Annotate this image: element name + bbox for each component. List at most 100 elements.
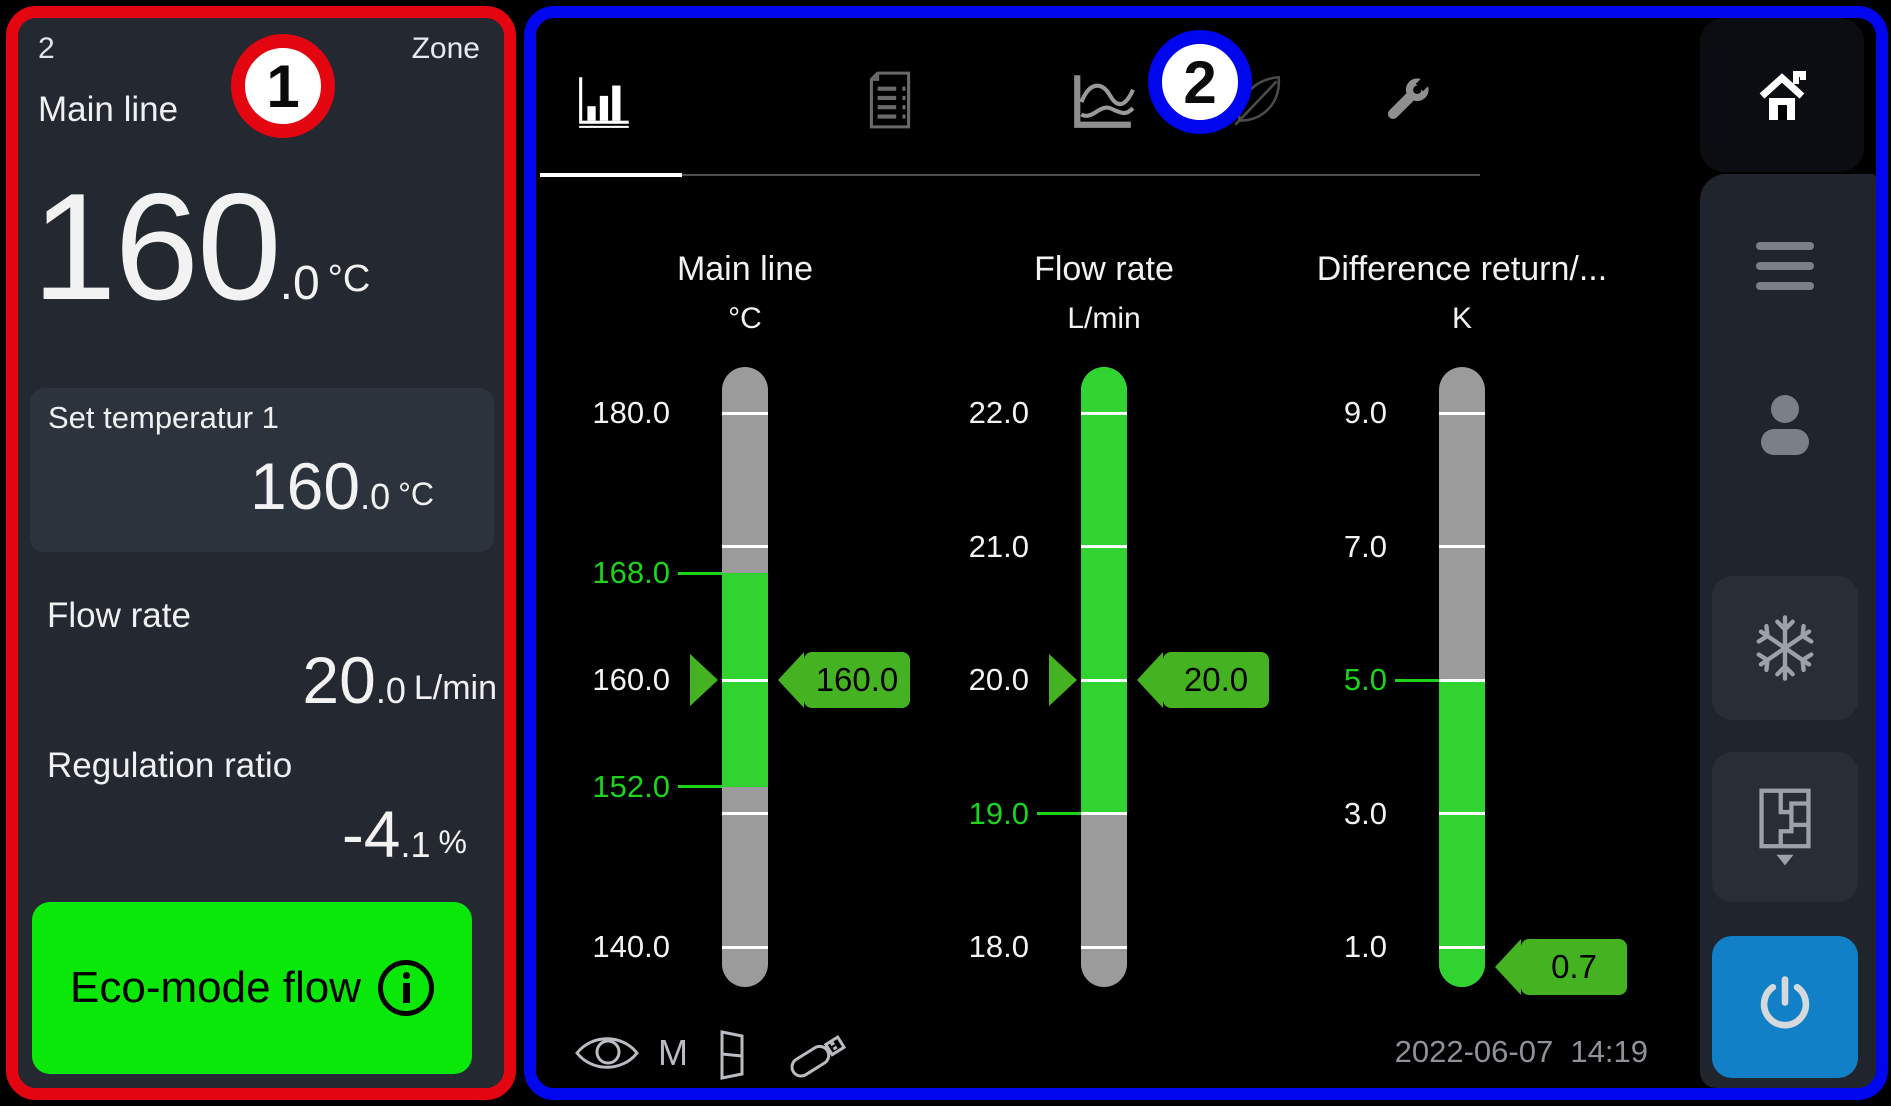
user-button[interactable] <box>1712 392 1858 464</box>
gauge-tag-value: 160.0 <box>804 652 910 708</box>
gauge-bar-tick <box>1439 678 1485 682</box>
gauge-bar-tick <box>722 945 768 949</box>
zone-label: Zone <box>411 32 480 65</box>
gauge-bar-tick <box>722 812 768 815</box>
wrench-icon <box>1387 74 1433 120</box>
info-icon-dot <box>403 972 410 979</box>
gauge-bar-tick <box>1081 812 1127 815</box>
media-card-icon <box>720 1030 744 1080</box>
gauge-unit: L/min <box>1067 302 1141 335</box>
gauge-tag-arrow <box>1495 939 1521 995</box>
main-line-value-int: 160 <box>32 162 282 332</box>
gauge-setpoint-pointer <box>690 654 718 706</box>
eco-mode-flow-button[interactable]: Eco-mode flow <box>32 902 472 1074</box>
gauge-tick-label: 5.0 <box>1343 662 1387 697</box>
gauge-bar <box>722 367 768 987</box>
gauge-tick-label: 180.0 <box>592 395 670 430</box>
power-button[interactable] <box>1712 936 1858 1078</box>
gauge-limit-line <box>678 785 722 789</box>
tab-divider <box>682 174 1480 176</box>
bar-chart-icon <box>579 77 629 128</box>
gauge-tick-label: 1.0 <box>1343 929 1387 964</box>
set-temperature-value: 160.0 °C <box>134 448 434 524</box>
gauge-title: Difference return/... <box>1316 250 1608 288</box>
floorplan-icon <box>1759 788 1811 866</box>
tab-report[interactable] <box>855 65 925 135</box>
active-tab-indicator <box>540 173 682 177</box>
main-line-value: 160.0 °C <box>32 160 492 335</box>
set-temperature-label: Set temperatur 1 <box>48 400 279 435</box>
home-button[interactable] <box>1700 18 1864 172</box>
flow-rate-int: 20 <box>302 643 376 717</box>
gauge-bar <box>1439 367 1485 987</box>
document-icon <box>869 71 911 129</box>
gauge-tick-label: 19.0 <box>968 795 1029 831</box>
regulation-ratio-value: -4.1% <box>167 796 467 872</box>
gauge-setpoint-pointer <box>1049 654 1077 706</box>
tab-service[interactable] <box>1372 65 1442 135</box>
regulation-ratio-int: -4 <box>341 797 401 871</box>
regulation-ratio-unit: % <box>438 824 467 860</box>
regulation-ratio-label: Regulation ratio <box>47 746 293 785</box>
gauge-limit-line <box>678 571 722 575</box>
flow-rate-dec: .0 <box>375 670 406 711</box>
status-icons: M <box>566 1024 862 1082</box>
callout-1-badge: 1 <box>231 34 335 138</box>
gauge-tag-value: 0.7 <box>1521 939 1627 995</box>
gauge-tick-label: 9.0 <box>1343 395 1387 430</box>
main-line-label: Main line <box>38 90 179 129</box>
callout-2-badge: 2 <box>1148 30 1252 134</box>
cooling-button[interactable] <box>1712 576 1858 720</box>
set-temperature-unit: °C <box>398 476 434 512</box>
flow-rate-unit: L/min <box>413 669 497 707</box>
gauge-tick-label: 140.0 <box>592 929 670 964</box>
gauge-green-zone <box>1081 367 1127 814</box>
gauge-tick-label: 168.0 <box>592 555 670 591</box>
trend-chart-icon <box>1074 75 1135 128</box>
user-icon <box>1761 395 1809 455</box>
zone-number: 2 <box>38 32 55 65</box>
gauge-green-zone <box>1439 680 1485 987</box>
gauge-tag-value: 20.0 <box>1163 652 1269 708</box>
gauge-title: Flow rate <box>1034 250 1174 288</box>
gauge-bar-tick <box>1439 945 1485 949</box>
gauge-unit: °C <box>728 302 762 335</box>
chevron-down-icon <box>1776 854 1794 866</box>
gauge-bar-tick <box>722 545 768 548</box>
home-icon <box>1759 71 1806 120</box>
gauge-unit: K <box>1451 302 1472 335</box>
gauge-tag-arrow <box>778 652 804 708</box>
flow-rate-label: Flow rate <box>47 596 191 635</box>
gauge-tick-label: 160.0 <box>592 662 670 697</box>
usb-stick-icon <box>790 1034 847 1078</box>
gauge-bar-tick <box>1081 945 1127 949</box>
datetime-display: 2022-06-07 14:19 <box>1394 1034 1648 1069</box>
gauge-bar-tick <box>722 411 768 415</box>
gauge-limit-line <box>1037 812 1081 815</box>
gauge-value-tag: 20.0 <box>1137 652 1269 708</box>
monitoring-eye-icon <box>575 1037 639 1069</box>
mode-m-indicator: M <box>658 1032 688 1073</box>
set-temperature-field[interactable] <box>30 388 494 552</box>
set-temperature-int: 160 <box>249 449 361 523</box>
tab-bar-gauges[interactable] <box>571 65 641 135</box>
info-icon-stem <box>403 983 410 1003</box>
gauge-tick-label: 18.0 <box>968 929 1029 964</box>
gauge-bar-tick <box>1081 678 1127 682</box>
gauge-limit-line <box>1395 678 1439 682</box>
info-icon[interactable] <box>378 960 434 1016</box>
zone-select-button[interactable] <box>1712 752 1858 902</box>
eco-mode-flow-label: Eco-mode flow <box>70 963 362 1012</box>
gauge-tick-label: 3.0 <box>1343 795 1387 831</box>
gauge-bar-tick <box>1081 545 1127 548</box>
gauge-value-tag: 160.0 <box>778 652 910 708</box>
gauge-tick-label: 22.0 <box>968 395 1029 430</box>
tab-trends[interactable] <box>1067 65 1137 135</box>
gauge-tick-label: 20.0 <box>968 662 1029 697</box>
callout-1-number: 1 <box>266 52 300 120</box>
menu-button[interactable] <box>1712 236 1858 296</box>
gauge-title: Main line <box>676 250 814 288</box>
regulation-ratio-dec: .1 <box>400 824 431 865</box>
